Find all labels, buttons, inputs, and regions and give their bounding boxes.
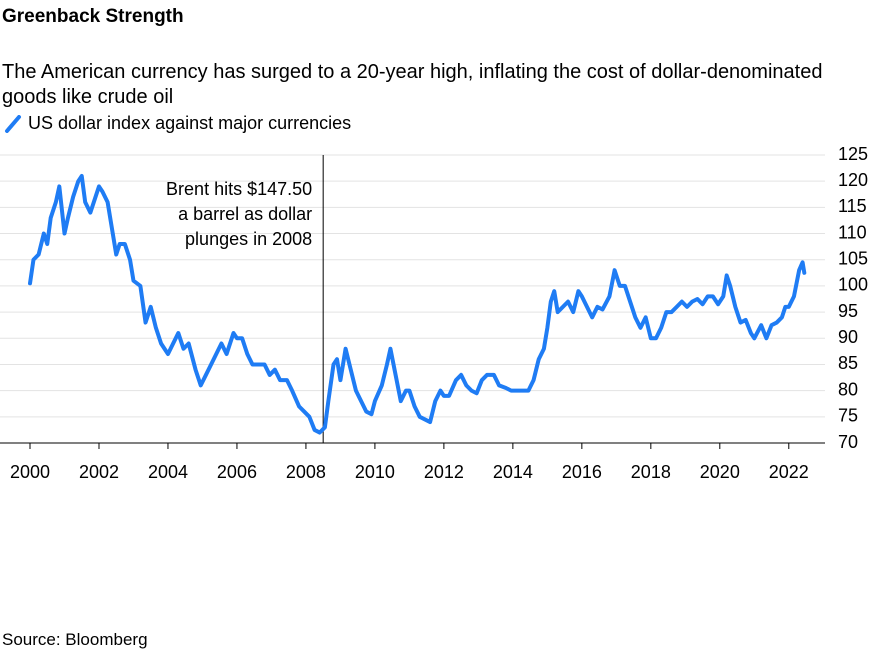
annotation-text: plunges in 2008 — [185, 229, 312, 249]
y-tick-label: 85 — [838, 353, 858, 373]
y-tick-label: 120 — [838, 170, 868, 190]
chart-subtitle: The American currency has surged to a 20… — [2, 61, 823, 108]
annotation-text: a barrel as dollar — [178, 204, 312, 224]
x-tick-label: 2012 — [424, 462, 464, 482]
y-tick-label: 110 — [838, 222, 867, 242]
x-tick-label: 2016 — [562, 462, 602, 482]
chart-title: Greenback Strength — [2, 6, 184, 27]
x-tick-label: 2018 — [631, 462, 671, 482]
y-tick-label: 95 — [838, 301, 858, 321]
y-tick-label: 115 — [838, 196, 867, 216]
annotation-text: Brent hits $147.50 — [166, 179, 312, 199]
y-tick-label: 100 — [838, 275, 868, 295]
legend-swatch — [5, 114, 21, 133]
x-tick-label: 2000 — [10, 462, 50, 482]
y-tick-label: 105 — [838, 248, 868, 268]
legend: US dollar index against major currencies — [4, 113, 351, 134]
y-tick-label: 75 — [838, 406, 858, 426]
series-line — [28, 173, 807, 435]
x-tick-label: 2022 — [769, 462, 809, 482]
legend-label: US dollar index against major currencies — [28, 113, 352, 133]
source: Source: Bloomberg — [2, 630, 148, 649]
x-tick-label: 2014 — [493, 462, 533, 482]
x-tick-label: 2002 — [79, 462, 119, 482]
x-tick-label: 2004 — [148, 462, 188, 482]
y-tick-label: 80 — [838, 379, 858, 399]
x-tick-label: 2008 — [286, 462, 326, 482]
chart: 70 75 80 85 90 95 100 105 110 115 120 125 2000 2002 20… — [0, 144, 868, 482]
y-tick-label: 125 — [838, 144, 868, 164]
y-tick-label: 70 — [838, 432, 858, 452]
x-tick-label: 2020 — [700, 462, 740, 482]
x-tick-label: 2006 — [217, 462, 257, 482]
y-tick-label: 90 — [838, 327, 858, 347]
x-tick-label: 2010 — [355, 462, 395, 482]
